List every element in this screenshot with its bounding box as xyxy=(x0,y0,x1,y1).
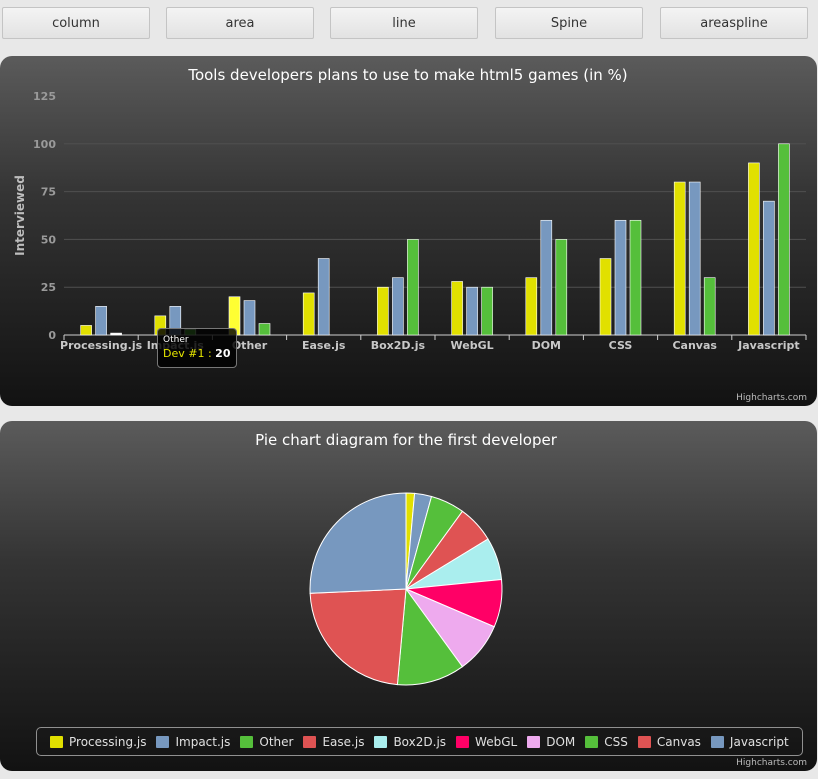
y-tick-label: 75 xyxy=(41,186,56,199)
x-tick-label: Ease.js xyxy=(302,339,346,352)
legend-symbol xyxy=(585,735,599,748)
areaspline-button[interactable]: areaspline xyxy=(660,7,808,39)
bar-dev-3-processing-js[interactable] xyxy=(110,332,122,336)
area-button[interactable]: area xyxy=(166,7,314,39)
bar-dev-1-box2d-js[interactable] xyxy=(377,286,389,336)
pie-slice-css[interactable] xyxy=(396,587,464,686)
x-tick-label: Canvas xyxy=(672,339,717,352)
legend-label: Ease.js xyxy=(322,734,365,749)
bar-dev-2-ease-js[interactable] xyxy=(317,258,330,336)
legend-symbol xyxy=(637,735,651,748)
pie-legend-item-other[interactable]: Other xyxy=(240,735,293,749)
bar-dev-1-canvas[interactable] xyxy=(673,181,686,336)
legend-label: CSS xyxy=(604,734,628,749)
pie-legend-item-processing-js[interactable]: Processing.js xyxy=(50,735,146,749)
y-tick-label: 50 xyxy=(41,233,57,246)
x-tick-label: Processing.js xyxy=(60,339,143,352)
pie-legend-item-dom[interactable]: DOM xyxy=(527,735,575,749)
x-tick-label: Javascript xyxy=(737,339,800,352)
y-tick-label: 25 xyxy=(41,281,56,294)
legend-label: Canvas xyxy=(656,734,701,749)
legend-label: Box2D.js xyxy=(393,734,447,749)
y-tick-label: 100 xyxy=(33,138,56,151)
y-tick-label: 125 xyxy=(33,90,56,103)
bar-dev-1-webgl[interactable] xyxy=(451,281,463,336)
x-tick-label: Other xyxy=(232,339,268,352)
bar-chart-title: Tools developers plans to use to make ht… xyxy=(187,66,627,84)
bar-dev-2-box2d-js[interactable] xyxy=(392,277,404,336)
bar-dev-2-javascript[interactable] xyxy=(763,200,775,336)
pie-chart: Pie chart diagram for the first develope… xyxy=(255,431,558,686)
bar-dev-3-other[interactable] xyxy=(258,323,271,336)
legend-symbol xyxy=(240,735,254,748)
pie-chart-title: Pie chart diagram for the first develope… xyxy=(255,431,558,449)
legend-symbol xyxy=(710,735,724,748)
bar-dev-2-canvas[interactable] xyxy=(688,181,701,336)
bar-dev-2-webgl[interactable] xyxy=(466,286,478,336)
legend-label: DOM xyxy=(546,734,576,749)
pie-legend-item-impact-js[interactable]: Impact.js xyxy=(156,735,230,749)
bar-dev-3-dom[interactable] xyxy=(555,239,568,336)
pie-legend: Processing.js Impact.js Other Ease.js Box2D.… xyxy=(36,727,803,756)
bar-dev-2-css[interactable] xyxy=(614,219,627,336)
pie-slice-canvas[interactable] xyxy=(309,588,407,686)
bar-dev-3-canvas[interactable] xyxy=(703,277,716,336)
legend-symbol xyxy=(50,735,63,748)
pie-legend-item-canvas[interactable]: Canvas xyxy=(637,734,701,749)
x-tick-label: WebGL xyxy=(451,339,494,352)
column-button[interactable]: column xyxy=(2,7,150,39)
bar-dev-1-ease-js[interactable] xyxy=(302,292,315,336)
legend-symbol xyxy=(527,735,541,748)
pie-chart-panel: Pie chart diagram for the first develope… xyxy=(0,421,817,771)
bar-dev-1-css[interactable] xyxy=(599,258,612,336)
credits-link-pie[interactable]: Highcharts.com xyxy=(736,758,807,768)
legend-label: Processing.js xyxy=(69,734,147,749)
tooltip-category: Other xyxy=(163,335,189,345)
y-tick-label: 0 xyxy=(48,329,56,342)
bar-dev-1-javascript[interactable] xyxy=(748,162,760,336)
legend-symbol xyxy=(156,735,170,748)
credits-link[interactable]: Highcharts.com xyxy=(736,393,807,403)
bar-chart: Tools developers plans to use to make ht… xyxy=(13,66,807,352)
x-tick-label: DOM xyxy=(532,339,561,352)
pie-legend-item-webgl[interactable]: WebGL xyxy=(456,735,517,749)
x-tick-label: CSS xyxy=(609,339,633,352)
bar-chart-panel: Tools developers plans to use to make ht… xyxy=(0,56,817,406)
tooltip-series: Dev #1 xyxy=(163,347,205,360)
legend-label: Javascript xyxy=(729,734,789,749)
bar-dev-1-dom[interactable] xyxy=(525,277,538,336)
pie-slice-javascript[interactable] xyxy=(309,492,407,594)
bar-dev-3-box2d-js[interactable] xyxy=(407,239,419,336)
bar-dev-1-processing-js[interactable] xyxy=(80,325,92,336)
pie-legend-item-box2d-js[interactable]: Box2D.js xyxy=(374,735,446,749)
spine-button[interactable]: Spine xyxy=(495,7,643,39)
bar-dev-2-dom[interactable] xyxy=(540,219,553,336)
y-axis-label: Interviewed xyxy=(13,175,27,256)
chart-tooltip: Other Dev #1 : 20 xyxy=(157,328,237,368)
line-button[interactable]: line xyxy=(330,7,478,39)
pie-legend-item-ease-js[interactable]: Ease.js xyxy=(303,735,364,749)
legend-symbol xyxy=(456,735,470,748)
bar-dev-3-webgl[interactable] xyxy=(481,286,493,336)
legend-symbol xyxy=(303,735,317,748)
bar-dev-3-javascript[interactable] xyxy=(778,143,790,336)
x-tick-label: Box2D.js xyxy=(371,339,426,352)
legend-label: Impact.js xyxy=(175,734,231,749)
bar-dev-3-css[interactable] xyxy=(629,219,642,336)
bar-dev-2-other[interactable] xyxy=(243,300,256,336)
tooltip-value: 20 xyxy=(215,347,231,360)
bar-dev-2-processing-js[interactable] xyxy=(95,306,107,336)
chart-type-toolbar: column area line Spine areaspline xyxy=(0,0,818,48)
legend-symbol xyxy=(374,735,388,748)
legend-label: Other xyxy=(259,734,294,749)
legend-label: WebGL xyxy=(475,734,518,749)
pie-legend-item-javascript[interactable]: Javascript xyxy=(710,734,789,749)
pie-legend-item-css[interactable]: CSS xyxy=(585,735,628,749)
